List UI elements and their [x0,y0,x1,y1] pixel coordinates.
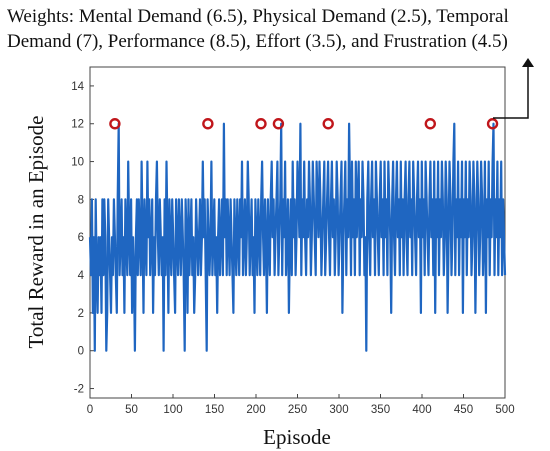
x-tick-label: 0 [87,404,93,416]
max-reward-marker [109,118,121,130]
max-reward-marker [424,118,436,130]
x-tick-label: 350 [371,404,390,416]
y-tick-label: -2 [74,384,84,396]
y-tick-label: 12 [71,119,84,131]
max-reward-marker [272,118,285,130]
x-tick-label: 50 [125,404,138,416]
y-tick-label: 14 [71,81,84,93]
y-tick-label: 10 [71,157,84,169]
chart-title-line-1: Weights: Mental Demand (6.5), Physical D… [7,6,509,27]
x-axis-label: Episode [263,425,331,449]
chart-title-line-2: Demand (7), Performance (8.5), Effort (3… [7,31,508,52]
x-tick-label: 200 [246,404,265,416]
series-layer [88,122,507,352]
x-axis: 0 50 100 150 200 250 300 350 400 450 500 [87,394,515,416]
highlight-markers [109,118,499,130]
y-tick-label: 6 [78,232,84,244]
x-tick-label: 150 [205,404,224,416]
y-axis-label: Total Reward in an Episode [24,116,48,349]
x-tick-label: 400 [412,404,431,416]
y-tick-label: 4 [78,270,85,282]
x-tick-label: 450 [454,404,473,416]
max-reward-marker [486,118,499,130]
x-tick-label: 300 [329,404,348,416]
x-tick-label: 500 [495,404,514,416]
max-reward-marker [322,118,334,130]
max-reward-marker [202,118,214,130]
callout-arrow-line [493,60,529,119]
y-axis: -2 0 2 4 6 8 10 12 14 [71,81,94,396]
series-line [88,122,507,352]
max-reward-marker [255,118,267,130]
callout-arrow-head [522,58,534,67]
x-tick-label: 100 [163,404,182,416]
x-tick-label: 250 [288,404,307,416]
y-tick-label: 2 [78,308,84,320]
y-tick-label: 8 [78,194,84,206]
y-tick-label: 0 [78,346,84,358]
